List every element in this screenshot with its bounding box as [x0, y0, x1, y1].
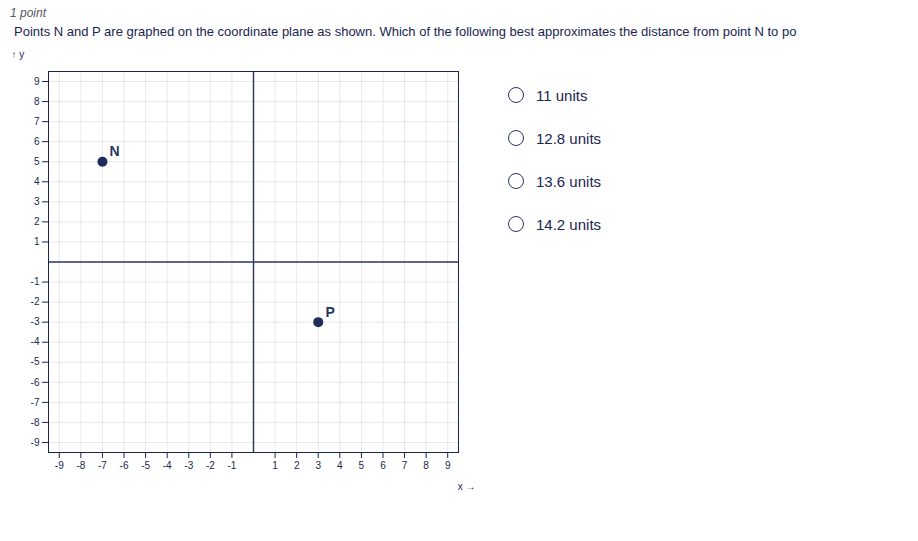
html-text:13.6 units: 13.6 units	[536, 172, 601, 190]
svg-text:1: 1	[272, 459, 278, 470]
svg-text:-6: -6	[120, 459, 129, 470]
svg-text:2: 2	[34, 216, 40, 227]
html-text:Points N and P are graphed on: Points N and P are graphed on the coordi…	[14, 24, 797, 39]
svg-text:-9: -9	[55, 459, 64, 470]
svg-text:2: 2	[294, 459, 300, 470]
svg-text:-3: -3	[184, 459, 193, 470]
svg-text:-9: -9	[31, 437, 40, 448]
svg-text:9: 9	[34, 76, 40, 87]
svg-text:-1: -1	[31, 276, 40, 287]
svg-text:P: P	[326, 304, 335, 320]
svg-text:-2: -2	[31, 296, 40, 307]
svg-text:5: 5	[34, 156, 40, 167]
svg-text:-6: -6	[31, 376, 40, 387]
svg-text:-5: -5	[141, 459, 150, 470]
svg-text:1: 1	[34, 236, 40, 247]
svg-text:3: 3	[34, 196, 40, 207]
html-text:11 units: 11 units	[536, 86, 588, 104]
svg-text:-8: -8	[31, 417, 40, 428]
svg-text:-1: -1	[227, 459, 236, 470]
svg-text:-4: -4	[31, 336, 40, 347]
svg-text:↑ y: ↑ y	[12, 48, 25, 59]
svg-text:4: 4	[34, 176, 40, 187]
html-text:1 point: 1 point	[10, 6, 46, 20]
svg-text:7: 7	[34, 116, 40, 127]
svg-text:-3: -3	[31, 316, 40, 327]
svg-text:-7: -7	[31, 396, 40, 407]
html-text:12.8 units: 12.8 units	[536, 129, 601, 147]
svg-text:9: 9	[445, 459, 451, 470]
svg-text:8: 8	[423, 459, 429, 470]
svg-text:7: 7	[402, 459, 408, 470]
svg-text:6: 6	[34, 136, 40, 147]
svg-text:4: 4	[337, 459, 343, 470]
html-text:14.2 units: 14.2 units	[536, 215, 601, 233]
svg-text:-7: -7	[98, 459, 107, 470]
svg-text:N: N	[109, 143, 119, 159]
svg-text:3: 3	[315, 459, 321, 470]
svg-text:8: 8	[34, 96, 40, 107]
svg-text:x →: x →	[458, 480, 476, 491]
svg-text:-5: -5	[31, 356, 40, 367]
svg-text:-8: -8	[76, 459, 85, 470]
svg-text:6: 6	[380, 459, 386, 470]
svg-text:-4: -4	[163, 459, 172, 470]
svg-text:-2: -2	[206, 459, 215, 470]
svg-text:5: 5	[359, 459, 365, 470]
